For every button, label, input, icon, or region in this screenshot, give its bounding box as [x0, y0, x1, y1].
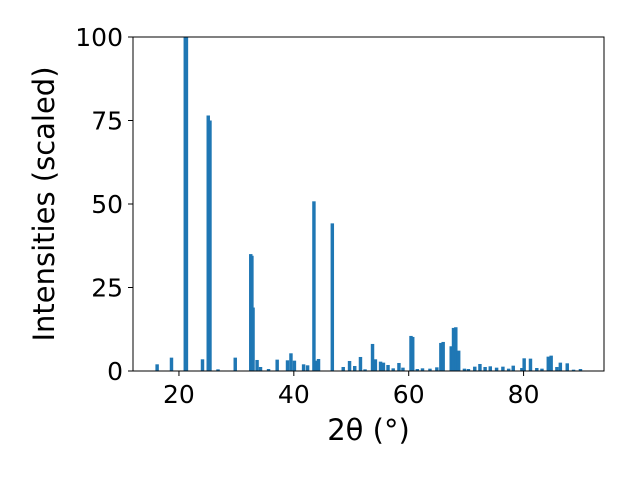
bar: [565, 363, 569, 371]
bar: [258, 366, 263, 371]
bar: [305, 365, 310, 371]
bar: [435, 367, 439, 371]
bar: [184, 37, 189, 371]
bar: [506, 368, 511, 371]
bar: [428, 368, 432, 371]
x-tick-label: 60: [393, 380, 425, 409]
bar: [312, 201, 316, 371]
bar: [266, 369, 271, 371]
bar: [473, 366, 477, 371]
bar: [522, 358, 526, 371]
bar: [528, 358, 533, 371]
bar: [420, 368, 425, 371]
bar: [155, 364, 159, 371]
bar: [330, 223, 335, 371]
bar: [358, 356, 363, 371]
bar: [578, 369, 583, 371]
bar: [206, 115, 210, 372]
bar: [208, 120, 212, 371]
bar: [494, 367, 499, 371]
bar: [378, 361, 383, 371]
bar: [401, 367, 405, 371]
bar: [370, 343, 375, 371]
bar: [363, 369, 367, 371]
bar: [314, 360, 318, 371]
plot-frame: [132, 36, 605, 372]
bar: [483, 366, 487, 371]
bar: [456, 350, 461, 371]
bar: [391, 368, 395, 371]
bar: [381, 362, 386, 371]
bar: [200, 359, 205, 371]
x-tick-label: 80: [508, 380, 540, 409]
bar: [275, 359, 279, 371]
y-tick-label: 100: [75, 23, 123, 52]
bar: [255, 359, 259, 371]
bar: [251, 307, 255, 371]
x-ticks: 20 40 60 80: [163, 371, 539, 409]
bar: [449, 346, 453, 371]
bar: [415, 369, 420, 371]
bar: [292, 360, 297, 371]
bar: [540, 368, 544, 371]
y-tick-label: 75: [91, 107, 123, 136]
bar: [571, 369, 576, 371]
y-tick-label: 50: [91, 190, 123, 219]
x-axis-label: 2θ (°): [327, 413, 410, 447]
bar: [441, 341, 445, 371]
bar: [169, 357, 174, 371]
bar: [535, 367, 539, 371]
y-tick-label: 0: [107, 357, 123, 386]
bar: [352, 365, 357, 371]
bar: [285, 360, 290, 371]
bar: [454, 327, 458, 371]
bar: [462, 368, 467, 371]
bar: [289, 353, 293, 371]
bar: [386, 364, 390, 371]
y-axis-label: Intensities (scaled): [27, 66, 61, 341]
y-tick-label: 25: [91, 274, 123, 303]
bar: [341, 366, 345, 371]
bars-group: [155, 37, 583, 372]
bar: [501, 366, 505, 371]
x-tick-label: 20: [163, 380, 195, 409]
bar: [411, 336, 415, 371]
bar: [301, 364, 306, 371]
bar: [466, 369, 471, 371]
bar: [555, 366, 559, 371]
bar: [397, 362, 401, 371]
bar: [233, 357, 237, 371]
bar: [478, 363, 482, 371]
bar: [558, 362, 563, 371]
bar: [520, 367, 524, 371]
bar: [216, 369, 220, 371]
bar: [316, 358, 321, 371]
bar: [439, 342, 443, 371]
bar: [546, 356, 551, 371]
bar: [373, 359, 378, 371]
y-ticks: 0 25 50 75 100: [75, 23, 133, 386]
bar: [549, 355, 553, 371]
x-tick-label: 40: [278, 380, 310, 409]
bar: [488, 366, 492, 371]
bar: [451, 327, 456, 371]
bar: [347, 360, 352, 371]
bar: [511, 365, 515, 371]
